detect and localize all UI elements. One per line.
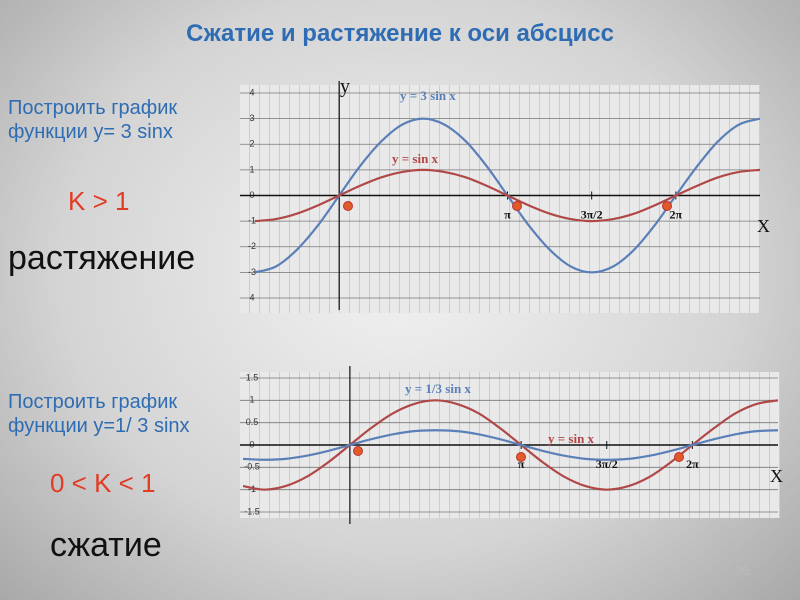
minor-grid: [240, 85, 760, 313]
markers: [343, 201, 684, 462]
slide-title: Сжатие и растяжение к оси абсцисс: [186, 20, 614, 47]
keyword: сжатие: [50, 526, 162, 564]
y-tick-label: 1: [249, 395, 254, 405]
x-tick-label: π: [504, 207, 511, 221]
y-tick-label: -3: [248, 267, 256, 277]
y-tick-label: 3: [249, 113, 254, 123]
y-tick-label: 1: [249, 164, 254, 174]
task-text: Построить график функции y= 3 sinx: [8, 97, 178, 143]
marker: [516, 452, 526, 462]
series-label: y = 3 sin x: [400, 88, 456, 103]
marker: [512, 201, 522, 211]
y-tick-label: -0.5: [244, 462, 260, 472]
y-tick-label: 0.5: [246, 417, 259, 427]
marker: [662, 201, 672, 211]
y-tick-label: 4: [249, 87, 254, 97]
y-tick-label: -2: [248, 241, 256, 251]
condition: K > 1: [68, 186, 130, 216]
x-tick-label: 2π: [686, 457, 699, 471]
series-label: y = sin x: [548, 431, 595, 446]
y-tick-label: 1.5: [246, 372, 259, 382]
marker: [674, 452, 684, 462]
x-tick-label: 3π/2: [581, 207, 603, 221]
y-tick-label: 4: [249, 292, 254, 302]
x-tick-label: 2π: [670, 207, 683, 221]
series-label: y = 1/3 sin x: [405, 381, 471, 396]
series-label: y = sin x: [392, 151, 439, 166]
y-axis-label: y: [340, 76, 350, 98]
series-line: [254, 168, 761, 223]
task-text: Построить график функции y=1/ 3 sinx: [8, 391, 190, 437]
x-tick-label: π: [518, 457, 525, 471]
keyword: растяжение: [8, 239, 196, 277]
series-line: [242, 429, 779, 461]
y-tick-label: -1.5: [244, 506, 260, 516]
x-axis-label: X: [757, 216, 770, 236]
y-tick-label: 2: [249, 139, 254, 149]
x-axis-label: X: [770, 466, 783, 486]
marker: [353, 446, 363, 456]
y-tick-label: -1: [248, 216, 256, 226]
marker: [343, 201, 353, 211]
condition: 0 < K < 1: [50, 468, 156, 498]
page-number: 26: [735, 563, 750, 578]
